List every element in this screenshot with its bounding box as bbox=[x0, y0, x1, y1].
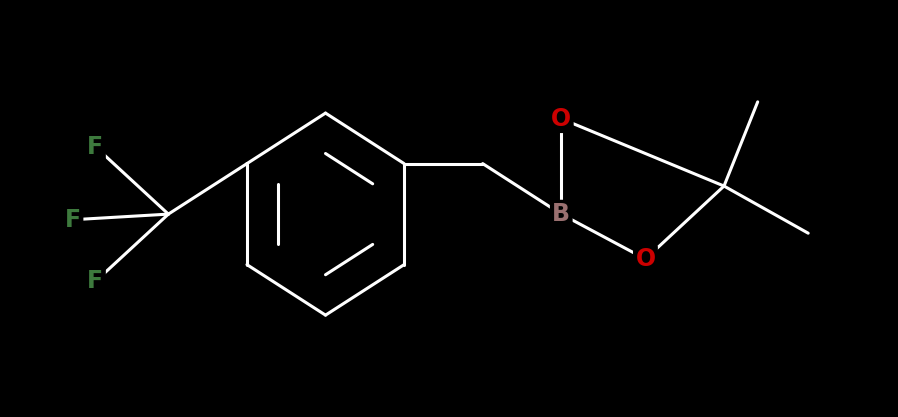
Text: F: F bbox=[87, 135, 103, 159]
Text: F: F bbox=[87, 269, 103, 294]
Text: O: O bbox=[636, 247, 656, 271]
Text: O: O bbox=[551, 107, 571, 131]
Text: F: F bbox=[65, 208, 81, 232]
Text: B: B bbox=[552, 202, 570, 226]
